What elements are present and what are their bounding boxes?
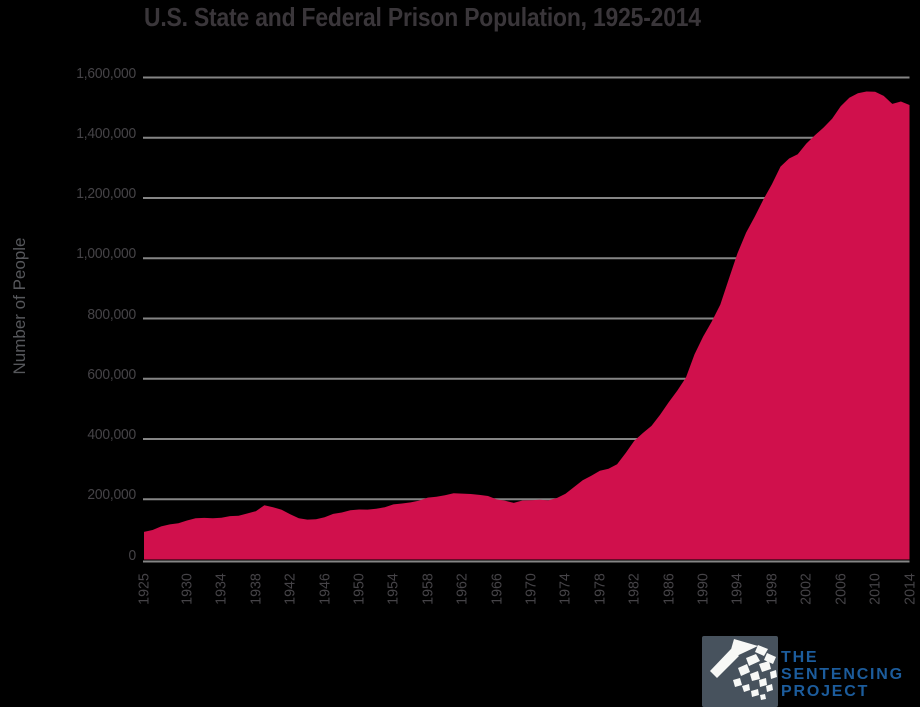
y-tick-label: 800,000: [87, 305, 136, 323]
x-tick-label: 1990: [694, 573, 712, 605]
y-tick-label: 1,600,000: [76, 64, 136, 82]
chart-title: U.S. State and Federal Prison Population…: [144, 2, 701, 32]
y-tick-label: 1,400,000: [76, 124, 136, 142]
x-tick-label: 1950: [350, 573, 368, 605]
x-tick-label: 1942: [281, 573, 299, 605]
x-tick-label: 2010: [866, 573, 884, 605]
logo-text-line1: THE: [781, 649, 819, 666]
y-tick-label: 600,000: [87, 365, 136, 383]
y-tick-label: 0: [128, 546, 136, 564]
y-tick-label: 1,200,000: [76, 185, 136, 202]
prison-population-area-series: [144, 91, 910, 560]
logo-text-line2: SENTENCING: [781, 665, 904, 683]
x-tick-label: 1954: [384, 573, 402, 605]
x-tick-label: 1946: [316, 573, 334, 605]
x-tick-label: 1938: [247, 573, 265, 605]
x-tick-label: 1925: [135, 573, 153, 605]
logo-wordmark: THE SENTENCING PROJECT: [781, 636, 904, 701]
y-tick-label: 1,000,000: [76, 245, 136, 263]
x-tick-label: 1962: [453, 573, 471, 605]
x-tick-label: 1958: [419, 573, 437, 605]
x-tick-label: 2006: [832, 573, 850, 605]
x-tick-label: 1998: [763, 573, 781, 605]
sunburst-fan-icon: [702, 636, 778, 707]
x-tick-label: 1970: [522, 573, 540, 605]
logo-text-line3: PROJECT: [781, 682, 870, 700]
x-tick-label: 2002: [797, 573, 815, 605]
y-tick-label: 200,000: [87, 486, 136, 504]
x-tick-label: 1986: [660, 573, 678, 605]
x-tick-label: 2014: [901, 573, 918, 605]
x-tick-label: 1966: [488, 573, 506, 605]
x-tick-label: 1930: [178, 573, 196, 605]
x-tick-label: 1934: [212, 573, 230, 605]
sentencing-project-logo: THE SENTENCING PROJECT: [702, 636, 904, 707]
x-tick-label: 1982: [625, 573, 643, 605]
x-tick-label: 1974: [556, 573, 574, 605]
x-tick-label: 1994: [728, 573, 746, 605]
x-tick-label: 1978: [591, 573, 609, 605]
y-tick-label: 400,000: [87, 426, 136, 443]
